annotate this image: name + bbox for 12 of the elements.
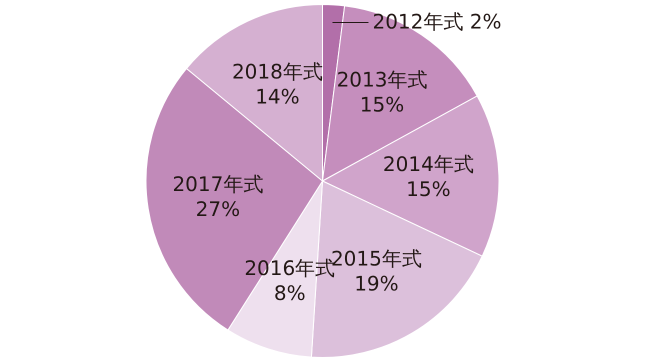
data-label: 15% [360, 92, 404, 117]
slice-label: 2014年式 [382, 152, 474, 176]
slice-label: 2012年式 2% [372, 10, 502, 34]
data-label: 14% [255, 84, 300, 108]
data-label: 15% [406, 176, 451, 201]
slice-label: 2017年式 [172, 172, 264, 196]
data-label: 19% [354, 271, 399, 296]
slice-label: 2013年式 [336, 68, 428, 92]
slice-label: 2018年式 [232, 59, 323, 84]
data-label: 8% [274, 280, 306, 305]
slice-label: 2016年式 [244, 256, 336, 280]
data-label: 27% [196, 196, 240, 221]
